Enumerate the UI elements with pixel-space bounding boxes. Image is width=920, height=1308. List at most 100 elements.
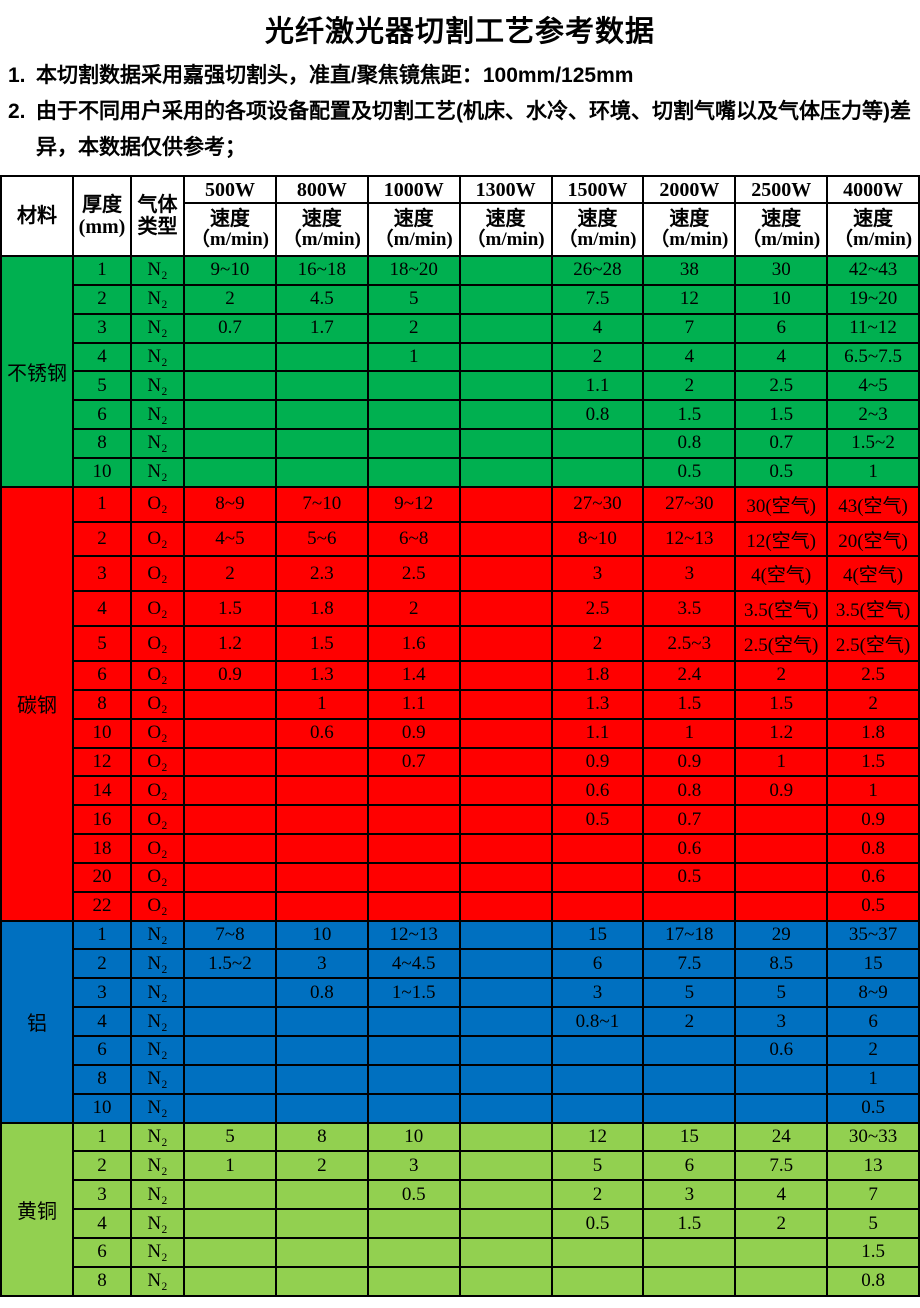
- speed-cell: [458, 312, 553, 344]
- speed-cell: 1: [366, 341, 461, 373]
- page-title: 光纤激光器切割工艺参考数据: [264, 16, 655, 48]
- speed-cell: 6: [734, 312, 829, 344]
- speed-cell: 19~20: [826, 283, 920, 315]
- thickness-cell: 2: [72, 520, 132, 558]
- header-speed-500w: 速度 （m/min): [183, 202, 277, 257]
- speed-cell: 12: [642, 283, 737, 315]
- speed-cell: 1: [274, 688, 369, 720]
- speed-cell: 1.3: [274, 660, 369, 691]
- speed-cell: [183, 1063, 277, 1095]
- speed-cell: [550, 456, 645, 488]
- thickness-cell: 4: [72, 1208, 132, 1239]
- speed-cell: [458, 428, 553, 459]
- speed-cell: 0.8: [826, 1265, 920, 1298]
- speed-cell: 0.9: [826, 804, 920, 836]
- table-row: 8 N₂ 0.8: [1, 1265, 920, 1298]
- gas-cell: N₂: [130, 1006, 185, 1038]
- thickness-cell: 3: [72, 977, 132, 1009]
- speed-cell: 0.7: [734, 428, 829, 459]
- speed-cell: 3: [366, 1150, 461, 1182]
- speed-cell: 1.5: [734, 399, 829, 431]
- header-thickness: 厚度 (mm): [72, 175, 132, 257]
- thickness-cell: 6: [72, 399, 132, 431]
- speed-cell: 8~9: [183, 485, 277, 523]
- note-2: 2. 由于不同用户采用的各项设备配置及切割工艺(机床、水冷、环境、切割气嘴以及气…: [8, 94, 912, 166]
- thickness-cell: 2: [72, 948, 132, 980]
- table-row: 18 O₂ 0.6 0.8: [1, 833, 920, 864]
- table-body: 不锈钢 1 N₂ 9~10 16~18 18~20 26~28 38 30 42~43 2 N₂ 2 4.…: [0, 255, 920, 1298]
- header-power-500w: 500W: [183, 175, 277, 204]
- table-row: 2 N₂ 1.5~2 3 4~4.5 6 7.5 8.5 15: [1, 948, 920, 980]
- speed-cell: 35~37: [826, 919, 920, 951]
- speed-cell: 2: [550, 625, 645, 663]
- speed-cell: [366, 833, 461, 864]
- speed-cell: 1.8: [274, 590, 369, 628]
- speed-cell: [458, 660, 553, 691]
- speed-cell: [642, 1063, 737, 1095]
- speed-cell: 43(空气): [826, 485, 920, 523]
- header-power-1300w: 1300W: [458, 175, 553, 204]
- speed-unit-label: （m/min): [282, 229, 361, 251]
- thickness-cell: 20: [72, 861, 132, 893]
- table-row: 6 N₂ 0.6 2: [1, 1035, 920, 1066]
- speed-cell: [183, 717, 277, 749]
- header-gas-line2: 类型: [137, 216, 178, 238]
- speed-cell: [550, 428, 645, 459]
- speed-cell: [458, 456, 553, 488]
- speed-cell: 4: [642, 341, 737, 373]
- speed-cell: 27~30: [642, 485, 737, 523]
- gas-cell: N₂: [130, 1179, 185, 1211]
- speed-cell: 1.6: [366, 625, 461, 663]
- speed-cell: 15: [826, 948, 920, 980]
- speed-cell: 0.6: [274, 717, 369, 749]
- speed-cell: 0.9: [734, 775, 829, 807]
- speed-cell: [366, 1006, 461, 1038]
- speed-cell: [734, 890, 829, 922]
- thickness-cell: 16: [72, 804, 132, 836]
- speed-cell: [366, 456, 461, 488]
- thickness-cell: 4: [72, 1006, 132, 1038]
- speed-cell: 30: [734, 255, 829, 286]
- speed-cell: [458, 1265, 553, 1298]
- speed-cell: [274, 1035, 369, 1066]
- speed-cell: 13: [826, 1150, 920, 1182]
- gas-cell: N₂: [130, 428, 185, 459]
- page: 光纤激光器切割工艺参考数据 1. 本切割数据采用嘉强切割头，准直/聚焦镜焦距：1…: [0, 8, 920, 1308]
- gas-cell: O₂: [130, 688, 185, 720]
- speed-cell: 0.6: [642, 833, 737, 864]
- speed-cell: [274, 341, 369, 373]
- speed-cell: 2: [550, 1179, 645, 1211]
- thickness-cell: 10: [72, 717, 132, 749]
- speed-cell: 8: [274, 1121, 369, 1153]
- gas-cell: N₂: [130, 1035, 185, 1066]
- speed-cell: [366, 1208, 461, 1239]
- gas-cell: O₂: [130, 890, 185, 922]
- speed-cell: 1.5: [642, 1208, 737, 1239]
- speed-cell: [274, 804, 369, 836]
- gas-cell: N₂: [130, 283, 185, 315]
- speed-cell: [366, 1063, 461, 1095]
- speed-cell: [458, 1208, 553, 1239]
- speed-cell: 5: [183, 1121, 277, 1153]
- speed-cell: 2.5: [550, 590, 645, 628]
- speed-cell: 7: [826, 1179, 920, 1211]
- thickness-cell: 14: [72, 775, 132, 807]
- speed-cell: 2.3: [274, 555, 369, 593]
- note-1-number: 1.: [8, 64, 26, 87]
- speed-cell: 3: [642, 555, 737, 593]
- speed-cell: [458, 590, 553, 628]
- speed-label: 速度: [577, 208, 618, 231]
- speed-cell: [458, 890, 553, 922]
- table-row: 16 O₂ 0.5 0.7 0.9: [1, 804, 920, 836]
- speed-cell: [274, 861, 369, 893]
- table-header: 材料 厚度 (mm) 气体 类型 500W 800W 1000W 1300W 1…: [0, 175, 920, 257]
- header-speed-1500w: 速度 （m/min): [550, 202, 645, 257]
- note-2-number: 2.: [8, 100, 26, 123]
- speed-cell: 3.5: [642, 590, 737, 628]
- speed-cell: 3.5(空气): [826, 590, 920, 628]
- speed-cell: 6: [826, 1006, 920, 1038]
- speed-cell: 6: [550, 948, 645, 980]
- speed-cell: 0.8: [826, 833, 920, 864]
- material-cell: 不锈钢: [0, 255, 74, 488]
- speed-cell: 0.5: [550, 1208, 645, 1239]
